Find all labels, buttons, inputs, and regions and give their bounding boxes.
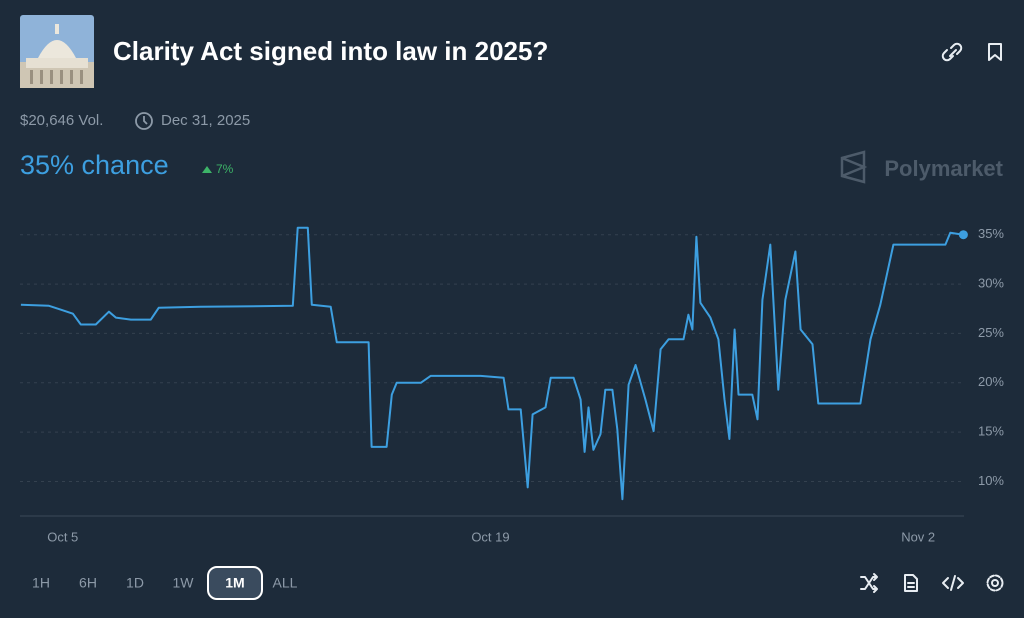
range-button-active	[207, 566, 263, 600]
x-tick-label: Oct 5	[47, 529, 78, 544]
y-tick-label: 15%	[978, 424, 1004, 439]
x-tick-label: Oct 19	[471, 529, 509, 544]
y-tick-label: 25%	[978, 325, 1004, 340]
settings-button[interactable]	[986, 574, 1004, 592]
range-button[interactable]: 6H	[79, 575, 97, 591]
range-label: ALL	[273, 575, 298, 591]
price-line	[20, 226, 964, 501]
range-label: 1D	[126, 575, 144, 591]
share-link-button[interactable]	[941, 42, 963, 62]
range-label: 1W	[173, 575, 195, 591]
range-label: 1M	[225, 575, 244, 591]
shuffle-button[interactable]	[860, 573, 878, 593]
clock-icon	[135, 112, 153, 130]
brand-logo	[840, 150, 868, 184]
range-label: 6H	[79, 575, 97, 591]
range-button[interactable]: 1W	[173, 575, 195, 591]
brand: Polymarket	[884, 156, 1003, 181]
market-image	[20, 15, 94, 88]
plot: 10% 15% 20% 25% 30% 35% Oct 5 Oct 19 Nov 2	[20, 226, 1004, 544]
y-tick-label: 10%	[978, 473, 1004, 488]
current-point	[958, 230, 968, 240]
range-button[interactable]: 1D	[126, 575, 144, 591]
end-date: Dec 31, 2025	[161, 112, 250, 129]
volume: $20,646 Vol.	[20, 112, 103, 129]
range-button[interactable]: ALL	[273, 575, 298, 591]
embed-button[interactable]	[942, 575, 964, 591]
change-arrow	[202, 166, 212, 173]
bookmark-button[interactable]	[988, 43, 1002, 61]
range-button[interactable]: 1M	[207, 566, 263, 600]
range-selector: 1H 6H 1D 1W 1M ALL	[32, 566, 298, 600]
chance: 35% chance	[20, 150, 169, 180]
change: 7%	[216, 162, 234, 176]
range-label: 1H	[32, 575, 50, 591]
y-tick-label: 30%	[978, 276, 1004, 291]
x-tick-label: Nov 2	[901, 529, 935, 544]
market-title: Clarity Act signed into law in 2025?	[113, 36, 548, 66]
y-tick-label: 20%	[978, 374, 1004, 389]
rules-button[interactable]	[904, 574, 918, 592]
y-tick-label: 35%	[978, 226, 1004, 241]
range-button[interactable]: 1H	[32, 575, 50, 591]
